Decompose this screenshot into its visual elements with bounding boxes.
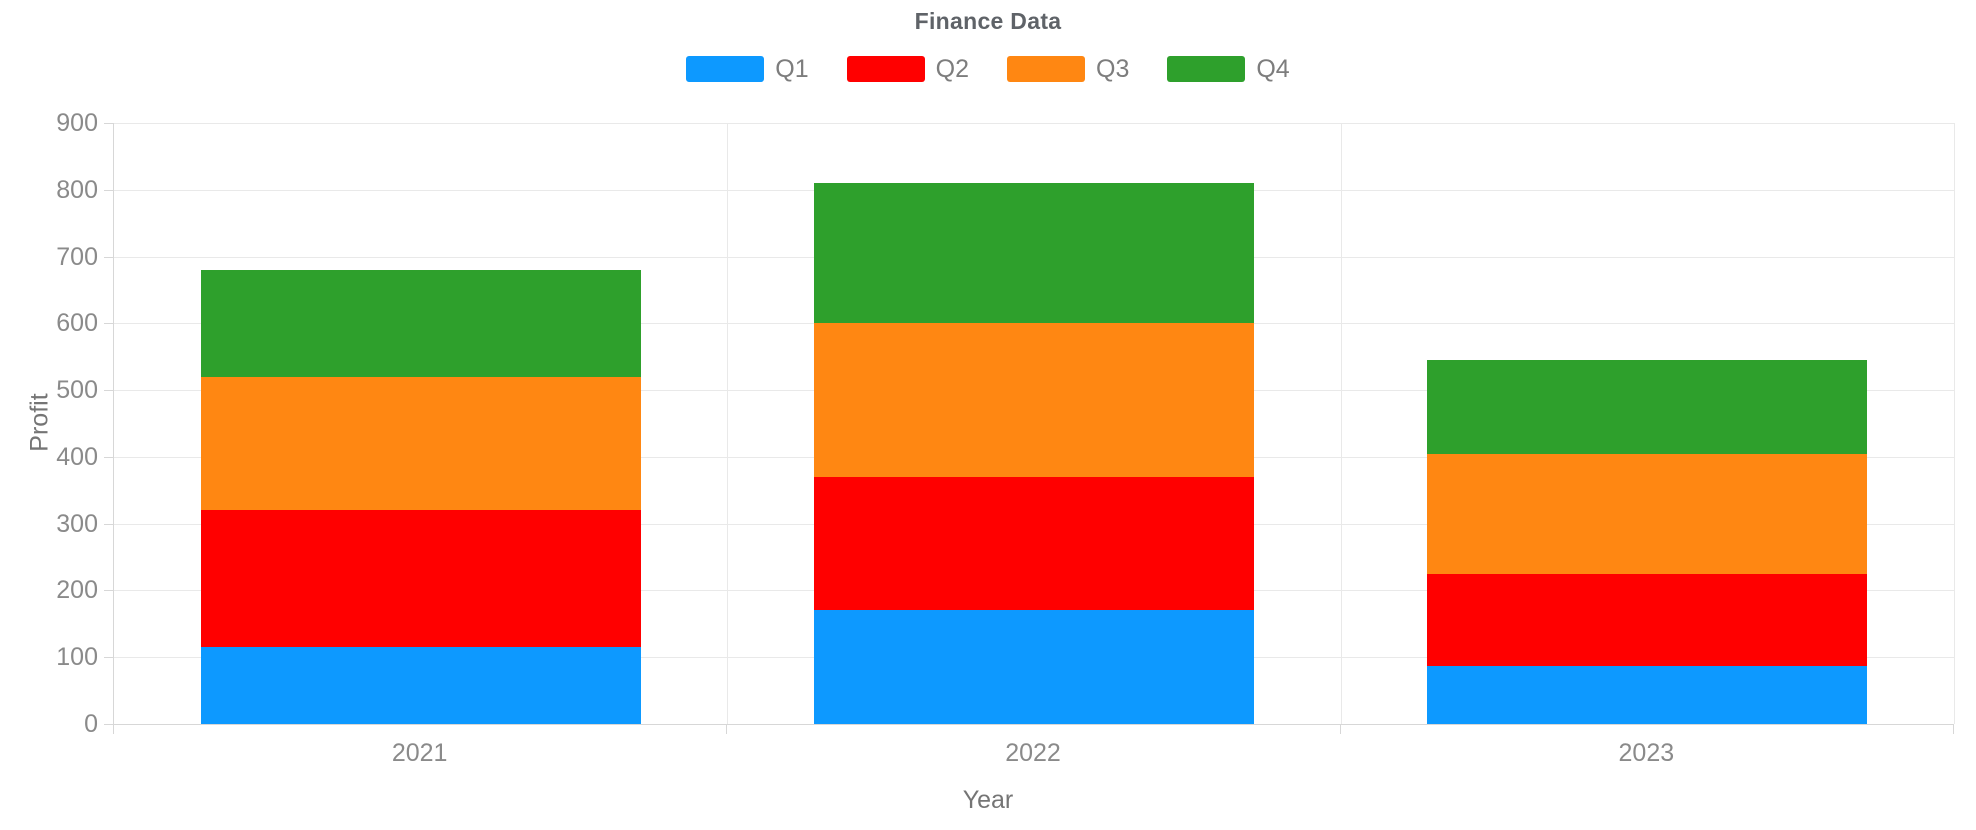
- y-axis-tick-mark: [104, 657, 113, 659]
- legend-label: Q3: [1096, 54, 1130, 83]
- legend-item-q3[interactable]: Q3: [1007, 56, 1129, 82]
- x-axis-tick-mark: [1953, 725, 1954, 734]
- y-axis-tick-mark: [104, 323, 113, 325]
- chart-title: Finance Data: [914, 8, 1062, 34]
- y-axis-tick-mark: [104, 724, 113, 725]
- y-axis-tick-label: 700: [56, 242, 98, 271]
- x-axis-tick-mark: [726, 725, 728, 734]
- legend-label: Q4: [1256, 54, 1290, 83]
- y-axis-tick-label: 400: [56, 442, 98, 471]
- bar-segment-2021-q1[interactable]: [200, 647, 641, 724]
- bar-segment-2022-q4[interactable]: [814, 183, 1254, 324]
- legend-swatch-q1: [686, 56, 765, 82]
- legend: Q1 Q2 Q3 Q4: [0, 56, 1976, 82]
- bar-segment-2023-q3[interactable]: [1427, 453, 1868, 574]
- y-axis-tick-label: 200: [56, 576, 98, 605]
- bar-segment-2021-q2[interactable]: [200, 510, 641, 648]
- bar-segment-2022-q2[interactable]: [814, 476, 1254, 611]
- legend-swatch-q2: [846, 56, 925, 82]
- y-axis-tick-label: 0: [84, 710, 98, 738]
- y-axis-tick-label: 600: [56, 309, 98, 338]
- legend-item-q4[interactable]: Q4: [1167, 54, 1290, 83]
- bar-segment-2021-q3[interactable]: [200, 376, 641, 511]
- x-axis-tick-label: 2023: [1618, 739, 1675, 767]
- bar-segment-2023-q4[interactable]: [1427, 360, 1868, 454]
- legend-label: Q1: [775, 54, 809, 83]
- legend-swatch-q3: [1007, 56, 1085, 82]
- x-axis-title: Year: [962, 786, 1014, 814]
- y-axis-tick-mark: [104, 456, 113, 458]
- gridline-vertical: [727, 123, 729, 724]
- x-axis-tick-label: 2021: [391, 739, 448, 767]
- y-axis-tick-mark: [104, 590, 113, 592]
- x-axis-tick-mark: [113, 725, 114, 734]
- gridline-vertical: [1340, 123, 1342, 724]
- y-axis-tick-mark: [104, 256, 113, 258]
- legend-label: Q2: [935, 54, 969, 83]
- bar-segment-2022-q3[interactable]: [814, 323, 1254, 477]
- bar-segment-2023-q2[interactable]: [1427, 573, 1868, 666]
- bar-segment-2021-q4[interactable]: [200, 269, 641, 377]
- y-axis-tick-label: 500: [56, 376, 98, 405]
- y-axis-tick-mark: [104, 390, 113, 392]
- y-axis-tick-label: 900: [56, 109, 98, 137]
- bar-segment-2022-q1[interactable]: [814, 610, 1254, 724]
- y-axis-tick-label: 800: [56, 175, 98, 204]
- legend-swatch-q4: [1167, 56, 1246, 82]
- bar-segment-2023-q1[interactable]: [1427, 665, 1868, 724]
- plot-area: [113, 123, 1955, 725]
- legend-item-q1[interactable]: Q1: [686, 54, 809, 83]
- y-axis-tick-mark: [104, 123, 113, 124]
- legend-item-q2[interactable]: Q2: [846, 54, 969, 83]
- y-axis-tick-mark: [104, 189, 113, 191]
- x-axis-tick-mark: [1339, 725, 1341, 734]
- x-axis-tick-label: 2022: [1005, 739, 1061, 767]
- gridline-horizontal: [114, 123, 1954, 124]
- gridline-vertical: [1954, 123, 1955, 724]
- y-axis-tick-label: 100: [56, 643, 98, 672]
- y-axis-title: Profit: [25, 393, 54, 452]
- y-axis-tick-mark: [104, 523, 113, 525]
- y-axis-tick-label: 300: [56, 509, 98, 538]
